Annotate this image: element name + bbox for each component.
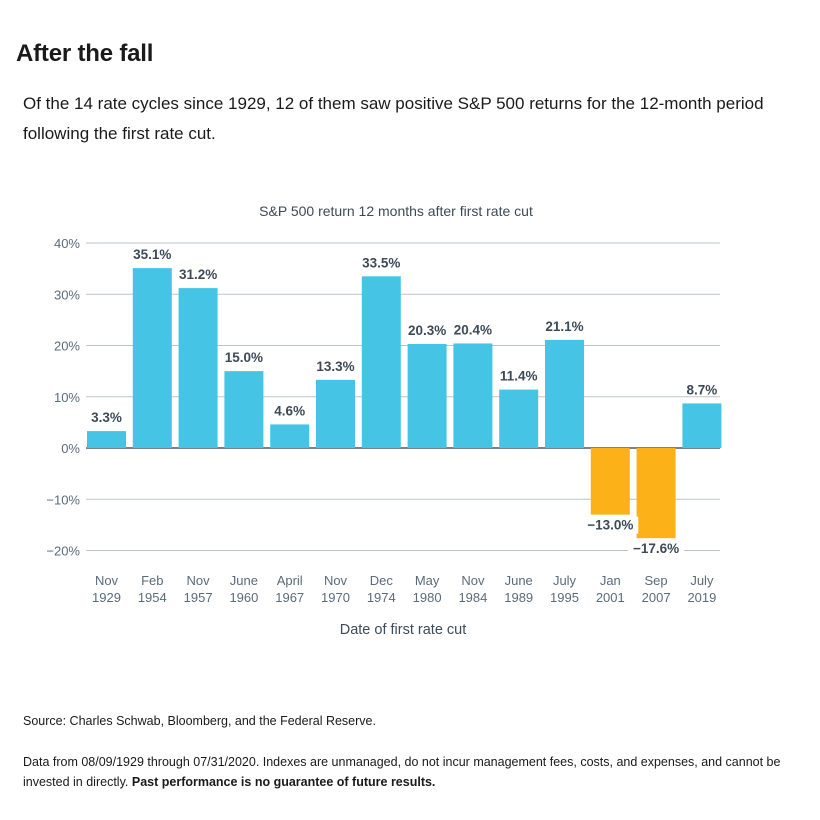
bar [499, 389, 539, 448]
bar-value-label: −13.0% [587, 518, 633, 533]
x-tick-label-year: 1929 [92, 590, 121, 605]
bar-value-label: 13.3% [316, 359, 354, 374]
x-tick-label-month: Jan [600, 573, 621, 588]
bar-value-label: 33.5% [362, 255, 400, 270]
x-tick-label-month: Nov [461, 573, 485, 588]
bar-value-labels: 3.3% 35.1% 31.2% 15.0% 4.6% 13.3% 33.5% 20.3% 20… [91, 247, 718, 558]
bar [453, 343, 493, 448]
bar [361, 276, 401, 448]
bar-value-label: 8.7% [687, 382, 718, 397]
x-tick-label-year: 1989 [504, 590, 533, 605]
bar [132, 268, 172, 448]
bar [545, 339, 584, 448]
page-subtitle: Of the 14 rate cycles since 1929, 12 of … [23, 94, 764, 143]
y-tick-label: 30% [54, 287, 80, 302]
x-tick-label-month: Nov [324, 573, 348, 588]
bar [636, 448, 676, 539]
x-tick-label-year: 1970 [321, 590, 350, 605]
y-tick-label: 40% [54, 236, 80, 251]
x-tick-label-year: 2001 [596, 590, 625, 605]
y-tick-label: −20% [46, 544, 80, 559]
source-note: Source: Charles Schwab, Bloomberg, and t… [23, 714, 376, 728]
bar-value-label: 35.1% [133, 247, 171, 262]
bar-value-label: 31.2% [179, 267, 217, 282]
x-tick-label-year: 1957 [184, 590, 213, 605]
bar [316, 379, 355, 448]
bar-chart: 3.3% 35.1% 31.2% 15.0% 4.6% 13.3% 33.5% 20.3% 20… [46, 203, 722, 638]
bar [87, 431, 126, 448]
chart-title: S&P 500 return 12 months after first rat… [259, 203, 533, 219]
x-axis-tick-labels: Nov 1929 Feb 1954 Nov 1957 June 1960 April 1967 No… [92, 573, 716, 605]
x-tick-label-year: 1995 [550, 590, 579, 605]
x-tick-label-month: July [690, 573, 714, 588]
x-tick-label-year: 2019 [687, 590, 716, 605]
x-tick-label-year: 1967 [275, 590, 304, 605]
x-tick-label-year: 1954 [138, 590, 167, 605]
disclaimer-bold: Past performance is no guarantee of futu… [131, 775, 436, 789]
label-backdrop [582, 516, 639, 534]
bar [407, 343, 447, 448]
x-tick-label-year: 1984 [458, 590, 487, 605]
bar-value-label: 3.3% [91, 410, 122, 425]
y-axis-tick-labels: 40% 30% 20% 10% 0% −10% −20% [46, 236, 80, 559]
x-tick-label-month: April [277, 573, 303, 588]
page-title: After the fall [16, 40, 154, 67]
bar-value-label: 20.4% [454, 322, 492, 337]
x-tick-label-year: 1980 [413, 590, 442, 605]
x-axis-label: Date of first rate cut [340, 622, 467, 638]
x-tick-label-month: June [230, 573, 258, 588]
bar-value-label: −17.6% [633, 541, 679, 556]
disclaimer-note: Data from 08/09/1929 through 07/31/2020.… [23, 752, 803, 792]
y-tick-label: 10% [54, 390, 80, 405]
x-tick-label-year: 1974 [367, 590, 396, 605]
bar-value-label: 20.3% [408, 323, 446, 338]
x-tick-label-month: June [505, 573, 533, 588]
x-tick-label-month: Sep [645, 573, 668, 588]
x-tick-label-year: 1960 [229, 590, 258, 605]
bar [590, 448, 630, 515]
bar [178, 288, 218, 448]
y-tick-label: 0% [61, 441, 80, 456]
bar [270, 424, 310, 448]
label-backdrop [628, 540, 685, 558]
bar-value-label: 21.1% [545, 319, 583, 334]
x-tick-label-month: July [553, 573, 577, 588]
bar-value-label: 4.6% [274, 403, 305, 418]
disclaimer-text: Data from 08/09/1929 through 07/31/2020.… [23, 755, 781, 789]
bars [87, 268, 722, 539]
y-tick-label: 20% [54, 339, 80, 354]
x-tick-label-month: Nov [187, 573, 211, 588]
bar [682, 403, 722, 448]
x-tick-label-month: May [415, 573, 440, 588]
bar [224, 371, 264, 448]
bar-value-label: 11.4% [500, 369, 538, 384]
x-tick-label-month: Nov [95, 573, 119, 588]
y-tick-label: −10% [46, 492, 80, 507]
x-tick-label-year: 2007 [642, 590, 671, 605]
x-tick-label-month: Dec [370, 573, 394, 588]
bar-value-label: 15.0% [225, 350, 263, 365]
x-tick-label-month: Feb [141, 573, 163, 588]
